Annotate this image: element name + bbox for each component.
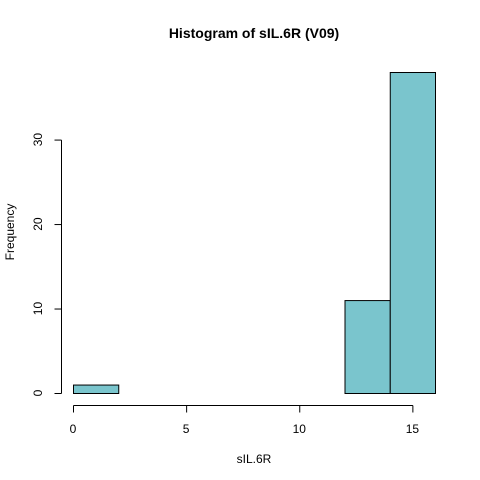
bars-group [73, 72, 436, 395]
y-axis-label: Frequency [3, 204, 17, 261]
y-tick-label-30: 30 [31, 133, 45, 147]
x-tick-label-0: 0 [70, 422, 77, 436]
y-tick-label-20: 20 [31, 217, 45, 231]
x-axis: 0 5 10 15 [70, 405, 420, 436]
y-axis: 0 10 20 30 [31, 133, 62, 396]
x-tick-label-5: 5 [183, 422, 190, 436]
histogram-bar-6 [344, 300, 391, 394]
y-tick-label-10: 10 [31, 302, 45, 316]
x-tick-label-10: 10 [293, 422, 307, 436]
x-tick-label-15: 15 [406, 422, 420, 436]
histogram-bar-0 [73, 384, 120, 395]
x-axis-label: sIL.6R [237, 452, 272, 466]
y-tick-label-0: 0 [31, 389, 45, 396]
histogram-bar-7 [389, 72, 436, 394]
chart-title: Histogram of sIL.6R (V09) [169, 25, 339, 41]
